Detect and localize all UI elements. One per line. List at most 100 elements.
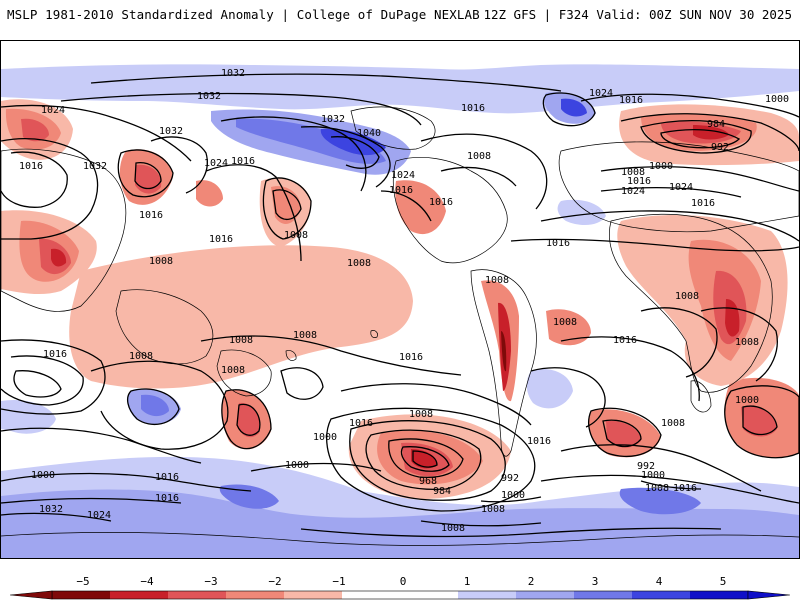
isobar-label: 1016 — [527, 436, 551, 447]
colorbar-svg — [9, 590, 791, 600]
colorbar-segment — [400, 591, 459, 599]
isobar-label: 1016 — [613, 335, 637, 346]
isobar-label: 1008 — [221, 365, 245, 376]
colorbar-tick-label: −5 — [76, 575, 90, 588]
map-title: MSLP 1981-2010 Standardized Anomaly | Co… — [7, 7, 480, 22]
isobar-label: 1032 — [197, 91, 221, 102]
isobar-label: 1000 — [735, 395, 759, 406]
colorbar-tick-label: 2 — [527, 575, 535, 588]
isobar-label: 1024 — [204, 158, 228, 169]
isobar-label: 1000 — [649, 161, 673, 172]
isobar-label: 1008 — [284, 230, 308, 241]
isobar-label: 1024 — [669, 182, 693, 193]
isobar-label: 1016 — [231, 156, 255, 167]
colorbar-tick-label: 1 — [463, 575, 471, 588]
colorbar-segment — [632, 591, 691, 599]
isobar-label: 1008 — [481, 504, 505, 515]
isobar-label: 1008 — [441, 523, 465, 534]
isobars — [1, 73, 799, 538]
model-run-info: 12Z GFS | F324 Valid: 00Z SUN NOV 30 202… — [483, 7, 792, 22]
isobar-label: 1024 — [41, 105, 65, 116]
colorbar-tick-label: −2 — [268, 575, 282, 588]
isobar-label: 1008 — [229, 335, 253, 346]
isobar-label: 1032 — [159, 126, 183, 137]
isobar-label: 1016 — [139, 210, 163, 221]
isobar-label: 1008 — [735, 337, 759, 348]
isobar-label: 1008 — [675, 291, 699, 302]
isobar-label: 1008 — [661, 418, 685, 429]
isobar-label: 1032 — [321, 114, 345, 125]
colorbar-segment — [284, 591, 343, 599]
isobar-label: 984 — [433, 486, 451, 497]
isobar-label: 1040 — [357, 128, 381, 139]
isobar-label: 1016 — [673, 483, 697, 494]
colorbar-segment — [168, 591, 227, 599]
colorbar-segment — [458, 591, 517, 599]
colorbar-right-arrow — [747, 590, 791, 600]
isobar-label: 1000 — [285, 460, 309, 471]
isobar-label: 1016 — [546, 238, 570, 249]
isobar-label: 1000 — [501, 490, 525, 501]
colorbar-segment — [342, 591, 401, 599]
isobar-label: 1000 — [313, 432, 337, 443]
map-frame: 1032 1032 1024 1016 1032 1032 1016 1024 … — [0, 40, 800, 559]
colorbar-left-arrow — [9, 590, 53, 600]
colorbar-segment — [516, 591, 575, 599]
isobar-label: 1016 — [627, 176, 651, 187]
isobar-label: 992 — [711, 142, 729, 153]
isobar-label: 1032 — [39, 504, 63, 515]
colorbar-segment — [690, 591, 749, 599]
colorbar-segment — [574, 591, 633, 599]
isobar-label: 984 — [707, 119, 725, 130]
colorbar-tick-label: 3 — [591, 575, 599, 588]
isobar-label: 1008 — [621, 167, 645, 178]
isobar-label: 1000 — [31, 470, 55, 481]
isobar-label: 1016 — [43, 349, 67, 360]
isobar-label: 1016 — [429, 197, 453, 208]
isobar-label: 1008 — [553, 317, 577, 328]
isobar-label: 1008 — [149, 256, 173, 267]
isobar-label: 1024 — [391, 170, 415, 181]
isobar-label: 1016 — [155, 472, 179, 483]
colorbar-tick-label: −4 — [140, 575, 154, 588]
colorbar-tick-label: −3 — [204, 575, 218, 588]
isobar-label: 1008 — [485, 275, 509, 286]
colorbar-segment — [226, 591, 285, 599]
colorbar-tick-label: 0 — [399, 575, 407, 588]
colorbar — [0, 570, 800, 600]
isobar-label: 1024 — [87, 510, 111, 521]
colorbar-segment — [110, 591, 169, 599]
isobar-label: 1016 — [461, 103, 485, 114]
isobar-label: 1016 — [389, 185, 413, 196]
colorbar-segments — [51, 590, 749, 600]
negative-anomaly-shading — [1, 99, 799, 500]
isobar-label: 1016 — [209, 234, 233, 245]
isobar-label: 1008 — [409, 409, 433, 420]
isobar-label: 1016 — [349, 418, 373, 429]
title-bar: MSLP 1981-2010 Standardized Anomaly | Co… — [0, 0, 800, 36]
isobar-label: 992 — [501, 473, 519, 484]
isobar-label: 1016 — [19, 161, 43, 172]
isobar-label: 1008 — [645, 483, 669, 494]
isobar-label: 1016 — [399, 352, 423, 363]
isobar-label: 1008 — [347, 258, 371, 269]
isobar-label: 1016 — [155, 493, 179, 504]
isobar-label: 1016 — [619, 95, 643, 106]
isobar-label: 1008 — [129, 351, 153, 362]
colorbar-segment — [52, 591, 111, 599]
anomaly-map: 1032 1032 1024 1016 1032 1032 1016 1024 … — [1, 64, 799, 558]
isobar-label: 1024 — [589, 88, 613, 99]
isobar-labels: 1032 1032 1024 1016 1032 1032 1016 1024 … — [19, 68, 789, 534]
colorbar-tick-label: −1 — [332, 575, 346, 588]
isobar-label: 1008 — [293, 330, 317, 341]
isobar-label: 1032 — [221, 68, 245, 79]
isobar-label: 992 — [637, 461, 655, 472]
isobar-label: 968 — [419, 476, 437, 487]
isobar-label: 1000 — [641, 470, 665, 481]
colorbar-tick-label: 4 — [655, 575, 663, 588]
isobar-label: 1032 — [83, 161, 107, 172]
isobar-label: 1016 — [691, 198, 715, 209]
isobar-label: 1024 — [621, 186, 645, 197]
isobar-label: 1000 — [765, 94, 789, 105]
positive-anomaly-shading — [1, 64, 799, 558]
